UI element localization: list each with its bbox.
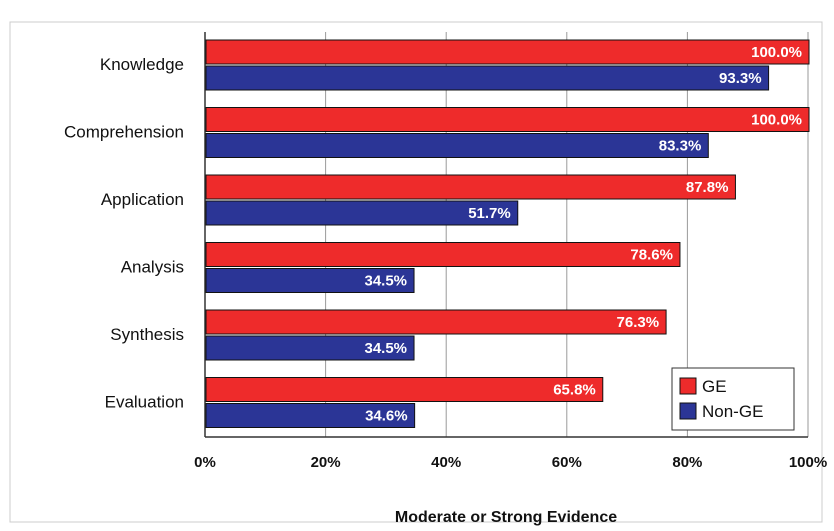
bar-non-ge bbox=[205, 200, 519, 226]
bar-ge bbox=[205, 174, 736, 200]
legend-label: GE bbox=[702, 377, 727, 396]
x-axis-title: Moderate or Strong Evidence bbox=[395, 509, 617, 526]
grid-lines bbox=[325, 32, 809, 437]
data-label: 34.5% bbox=[364, 273, 407, 290]
x-tick-label: 0% bbox=[194, 454, 216, 471]
x-tick-label: 20% bbox=[311, 454, 341, 471]
bar-non-ge bbox=[205, 403, 416, 428]
data-label: 34.6% bbox=[365, 408, 408, 425]
bar-ge bbox=[205, 39, 810, 65]
data-label: 65.8% bbox=[553, 382, 596, 399]
bar-non-ge bbox=[205, 268, 415, 293]
legend: GE Non-GE bbox=[671, 367, 795, 431]
data-label: 76.3% bbox=[617, 314, 660, 331]
legend-label: Non-GE bbox=[702, 402, 763, 421]
bar-ge bbox=[205, 377, 604, 402]
category-label: Analysis bbox=[121, 258, 184, 277]
bar-non-ge bbox=[205, 133, 709, 158]
data-label: 83.3% bbox=[659, 138, 702, 155]
category-labels: Knowledge Comprehension Application Analysi… bbox=[64, 55, 184, 412]
category-label: Evaluation bbox=[105, 393, 184, 412]
chart-frame bbox=[9, 21, 823, 523]
data-label: 87.8% bbox=[686, 179, 729, 196]
legend-swatch bbox=[679, 377, 697, 395]
category-label: Application bbox=[101, 190, 184, 209]
category-label: Knowledge bbox=[100, 55, 184, 74]
bar-ge bbox=[205, 309, 667, 335]
data-label: 100.0% bbox=[751, 44, 802, 61]
data-label: 51.7% bbox=[468, 205, 511, 222]
x-tick-label: 100% bbox=[789, 454, 827, 471]
data-label: 78.6% bbox=[630, 247, 673, 264]
bar-ge bbox=[205, 242, 681, 267]
bars: 100.0% 93.3% 100.0% 83.3% 87.8% 51.7% 78.6% 34.… bbox=[205, 39, 810, 428]
category-label: Comprehension bbox=[64, 123, 184, 142]
bar-non-ge bbox=[205, 335, 415, 361]
bar-non-ge bbox=[205, 65, 770, 91]
bar-ge bbox=[205, 107, 810, 132]
data-label: 93.3% bbox=[719, 70, 762, 87]
x-tick-label: 40% bbox=[431, 454, 461, 471]
data-label: 100.0% bbox=[751, 112, 802, 129]
legend-swatch bbox=[679, 402, 697, 420]
x-tick-label: 60% bbox=[552, 454, 582, 471]
x-tick-label: 80% bbox=[672, 454, 702, 471]
category-label: Synthesis bbox=[110, 325, 184, 344]
data-label: 34.5% bbox=[364, 340, 407, 357]
x-tick-labels: 0% 20% 40% 60% 80% 100% bbox=[194, 454, 827, 471]
